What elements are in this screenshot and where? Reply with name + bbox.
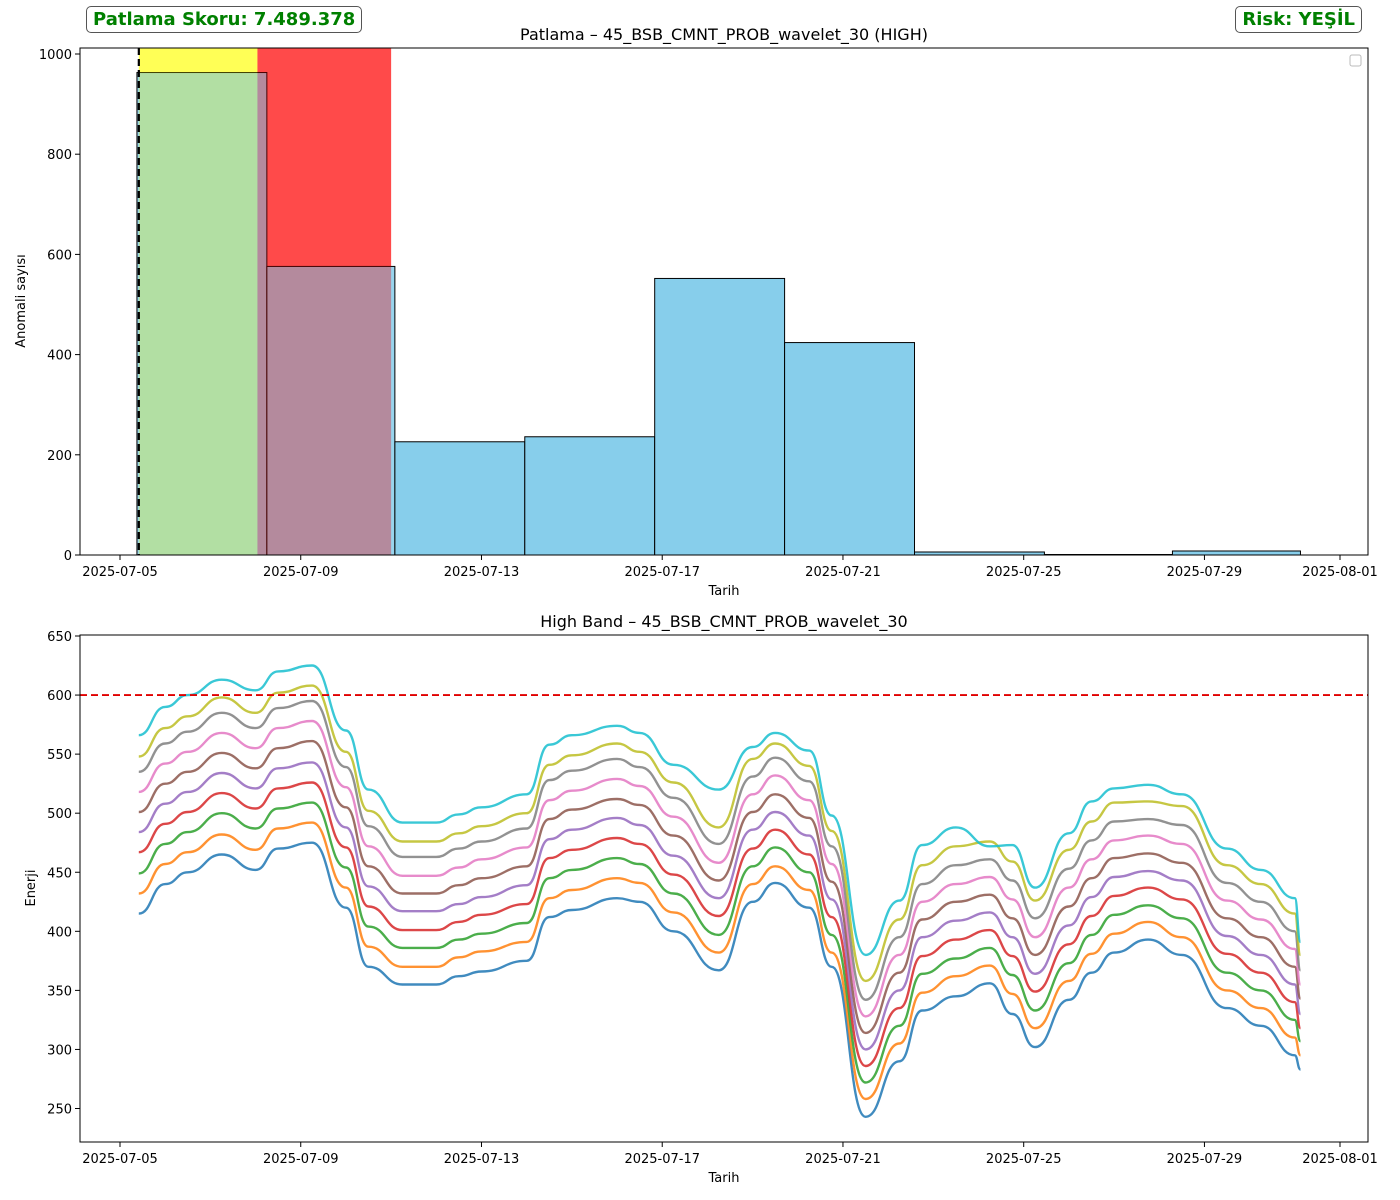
x-tick-label: 2025-07-05 <box>82 565 158 580</box>
x-tick-label: 2025-07-25 <box>986 565 1062 580</box>
x-tick-label: 2025-07-29 <box>1167 1152 1243 1167</box>
energy-line-8 <box>138 699 1302 1001</box>
x-tick-label: 2025-07-21 <box>805 565 881 580</box>
histogram-bar <box>784 342 916 556</box>
y-tick-label: 550 <box>47 748 72 763</box>
x-tick-label: 2025-07-17 <box>624 565 700 580</box>
line-chart-title: High Band – 45_BSB_CMNT_PROB_wavelet_30 <box>540 612 907 632</box>
line-y-ticks: 250 300 350 400 450 500 550 600 650 <box>47 630 80 1118</box>
x-tick-label: 2025-07-21 <box>805 1152 881 1167</box>
histogram-bar <box>266 265 396 556</box>
y-tick-label: 600 <box>47 248 72 263</box>
highlight-overlay-1 <box>138 48 258 555</box>
y-tick-label: 400 <box>47 925 72 940</box>
y-tick-label: 600 <box>47 689 72 704</box>
histogram-y-ticks: 0 200 400 600 800 1000 <box>39 48 80 564</box>
highlight-overlay-2 <box>257 48 392 555</box>
line-axes-frame <box>79 634 1369 1143</box>
energy-line-6 <box>138 739 1302 1035</box>
legend-box <box>1349 54 1362 67</box>
x-tick-label: 2025-07-09 <box>263 1152 339 1167</box>
histogram-y-label: Anomali sayısı <box>14 254 29 348</box>
histogram-title: Patlama – 45_BSB_CMNT_PROB_wavelet_30 (H… <box>520 25 928 45</box>
y-tick-label: 450 <box>47 866 72 881</box>
line-x-ticks: 2025-07-05 2025-07-09 2025-07-13 2025-07-17… <box>82 1142 1378 1167</box>
y-tick-label: 0 <box>64 549 72 564</box>
energy-line-1 <box>138 841 1302 1118</box>
line-x-label: Tarih <box>708 1171 740 1186</box>
histogram-axes-frame <box>79 47 1369 556</box>
x-tick-label: 2025-07-25 <box>986 1152 1062 1167</box>
y-tick-label: 400 <box>47 349 72 364</box>
histogram-x-label: Tarih <box>708 584 740 599</box>
x-tick-label: 2025-08-01 <box>1302 565 1378 580</box>
energy-line-10 <box>138 664 1302 957</box>
y-tick-label: 1000 <box>39 48 72 63</box>
energy-line-4 <box>138 781 1302 1068</box>
burst-score-badge: Patlama Skoru: 7.489.378 <box>86 6 363 33</box>
x-tick-label: 2025-07-17 <box>624 1152 700 1167</box>
x-tick-label: 2025-07-29 <box>1167 565 1243 580</box>
energy-line-7 <box>138 719 1302 1018</box>
x-tick-label: 2025-07-05 <box>82 1152 158 1167</box>
line-y-label: Enerji <box>24 869 39 906</box>
energy-line-3 <box>138 801 1302 1084</box>
x-tick-label: 2025-07-13 <box>444 1152 520 1167</box>
y-tick-label: 350 <box>47 984 72 999</box>
anomaly-histogram-panel: Patlama – 45_BSB_CMNT_PROB_wavelet_30 (H… <box>14 25 1378 599</box>
y-tick-label: 200 <box>47 449 72 464</box>
energy-line-5 <box>138 761 1302 1051</box>
histogram-bar <box>394 441 526 556</box>
energy-line-2 <box>138 821 1302 1101</box>
histogram-bars <box>136 48 1301 556</box>
y-tick-label: 800 <box>47 148 72 163</box>
x-tick-label: 2025-07-13 <box>444 565 520 580</box>
histogram-bar <box>1171 550 1301 556</box>
high-band-panel: High Band – 45_BSB_CMNT_PROB_wavelet_30 … <box>24 612 1378 1186</box>
y-tick-label: 650 <box>47 630 72 645</box>
x-tick-label: 2025-07-09 <box>263 565 339 580</box>
histogram-bar <box>524 436 656 556</box>
risk-badge: Risk: YEŞİL <box>1235 6 1362 33</box>
y-tick-label: 500 <box>47 807 72 822</box>
energy-line-9 <box>138 684 1302 983</box>
histogram-bar <box>136 72 268 556</box>
histogram-bar <box>654 277 786 556</box>
y-tick-label: 250 <box>47 1103 72 1118</box>
energy-series <box>138 664 1302 1118</box>
histogram-x-ticks: 2025-07-05 2025-07-09 2025-07-13 2025-07-17… <box>82 555 1378 580</box>
y-tick-label: 300 <box>47 1043 72 1058</box>
x-tick-label: 2025-08-01 <box>1302 1152 1378 1167</box>
